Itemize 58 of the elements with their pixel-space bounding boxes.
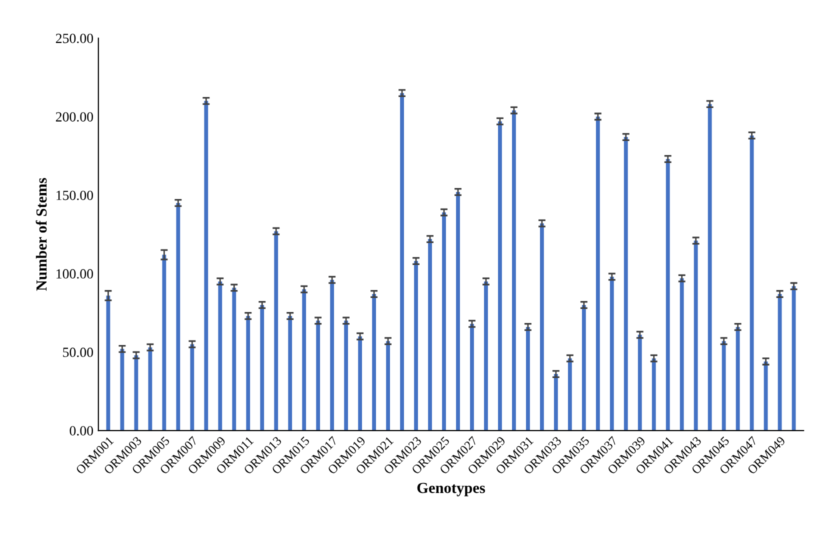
bar [232,288,236,431]
y-tick-label: 200.00 [56,112,94,122]
y-tick-label: 0.00 [70,426,94,436]
bar [428,239,432,431]
bar [694,240,698,431]
y-tick-label: 100.00 [56,269,94,279]
y-tick-label: 250.00 [56,34,94,44]
bar [330,280,334,431]
bar [554,374,558,431]
bar [302,289,306,431]
bar [470,324,474,431]
bar [666,159,670,431]
bar [162,254,166,431]
bar [414,261,418,431]
bar [204,100,208,431]
bar [540,223,544,431]
bar [750,135,754,431]
bar [736,326,740,431]
bar [638,334,642,431]
bar [792,286,796,431]
bar [456,192,460,431]
bar [176,202,180,431]
bar [358,336,362,431]
bar [288,316,292,431]
y-axis-title: Number of Stems [36,178,47,291]
bar [624,137,628,431]
bar [778,294,782,431]
bar [484,281,488,431]
bar [582,304,586,431]
bar [218,281,222,431]
bar [344,320,348,431]
bar [260,304,264,431]
bar [386,341,390,431]
bar [190,344,194,431]
bar [442,212,446,431]
bar [120,348,124,431]
y-tick-label: 50.00 [63,348,94,358]
x-axis-title: Genotypes [417,482,485,496]
bar [106,296,110,431]
bar [708,104,712,431]
bar [568,358,572,431]
bar [652,358,656,431]
bar [680,278,684,431]
bar [498,121,502,431]
bar [596,116,600,431]
bar [610,276,614,431]
bar [134,355,138,431]
y-tick-label: 150.00 [56,190,94,200]
bar [526,326,530,431]
bar [764,361,768,431]
bar [722,341,726,431]
bar [372,294,376,431]
bar [400,93,404,431]
bar [316,320,320,431]
bar [148,347,152,431]
bar [274,231,278,431]
bar [512,110,516,431]
bar [246,316,250,431]
